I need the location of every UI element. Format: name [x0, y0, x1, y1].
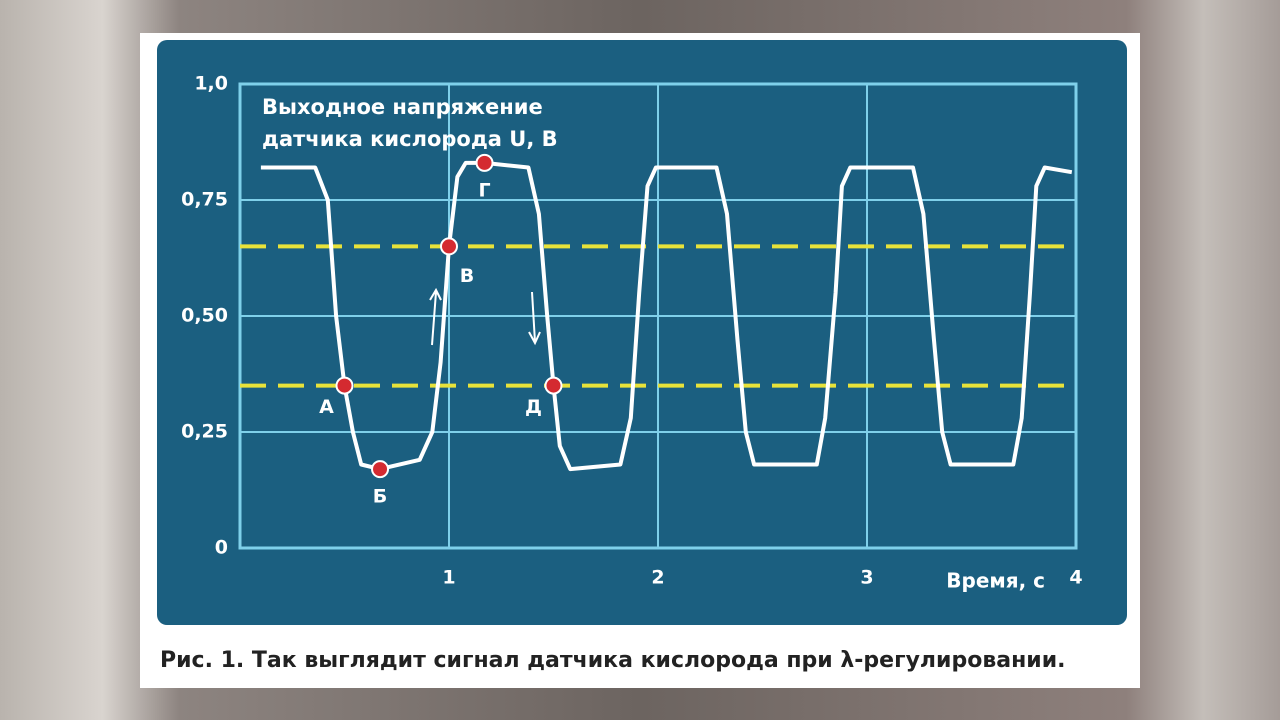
point-marker	[544, 376, 563, 395]
x-axis-label: Время, с	[946, 569, 1045, 593]
point-marker	[371, 460, 390, 479]
point-label: В	[460, 265, 474, 287]
arrow-down	[528, 291, 541, 346]
caption: Рис. 1. Так выглядит сигнал датчика кисл…	[160, 648, 1065, 673]
y-tick-label: 1,0	[194, 73, 228, 95]
annotation: Выходное напряжение	[262, 95, 543, 119]
point-label: Г	[478, 179, 490, 201]
y-tick-label: 0,50	[181, 305, 228, 327]
y-tick-label: 0,75	[181, 189, 228, 211]
point-marker	[440, 237, 458, 256]
x-tick-label: 3	[860, 567, 873, 589]
chart-panel	[157, 40, 1127, 625]
y-tick-label: 0	[215, 537, 228, 559]
point-label: А	[319, 396, 334, 418]
y-tick-label: 0,25	[181, 421, 228, 443]
point-label: Б	[373, 486, 387, 508]
point-marker	[475, 153, 494, 172]
arrow-up	[429, 287, 442, 346]
annotation: датчика кислорода U, В	[262, 127, 558, 151]
x-tick-label: 1	[442, 567, 455, 589]
x-tick-label: 4	[1069, 567, 1082, 589]
signal-line	[260, 160, 1073, 472]
point-marker	[335, 376, 354, 395]
point-label: Д	[525, 396, 542, 418]
x-tick-label: 2	[651, 567, 664, 589]
